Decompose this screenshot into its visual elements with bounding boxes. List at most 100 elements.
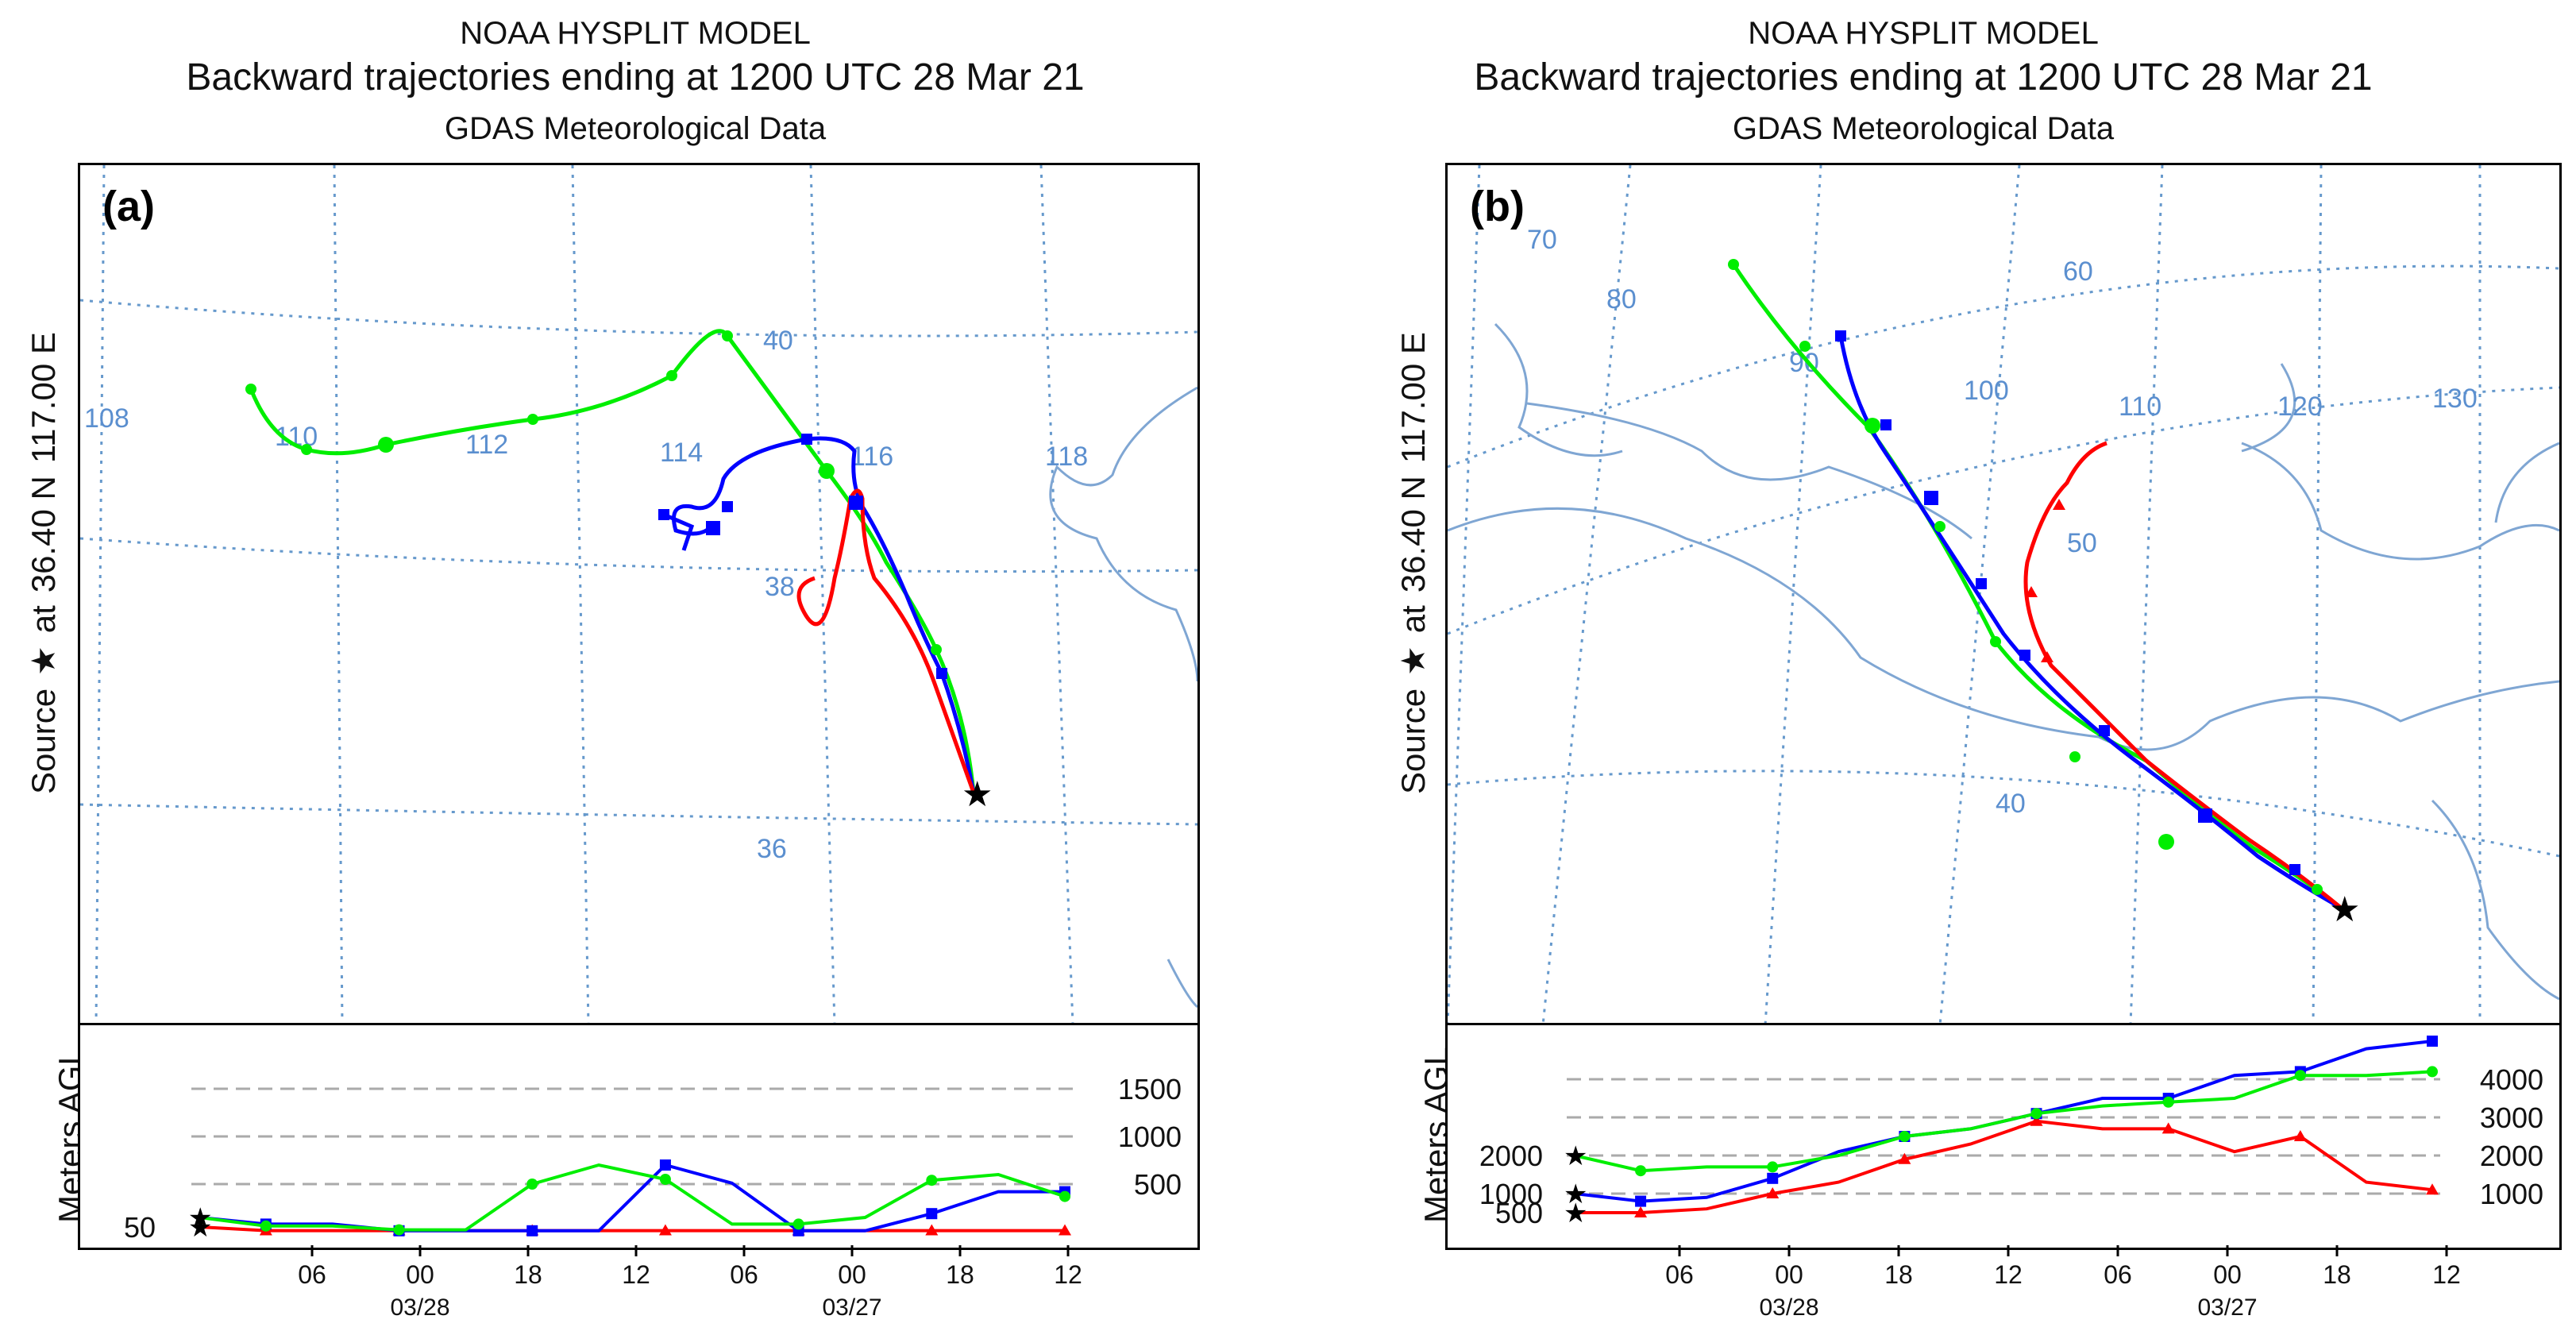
x-date-label: 03/28 (390, 1294, 449, 1321)
data-point (659, 1159, 671, 1171)
data-point (526, 1179, 538, 1190)
left-lon-label-116: 116 (850, 442, 893, 472)
series-line-red (199, 1225, 1065, 1233)
left-lon-label-112: 112 (465, 430, 508, 460)
data-point (1059, 1190, 1070, 1202)
data-point (1767, 1172, 1779, 1184)
right-traj-blue (1838, 335, 2343, 910)
height-left-tick-label: 2000 (1479, 1140, 1543, 1172)
x-tick-label: 00 (838, 1260, 866, 1289)
left-map-svg: 108 110 112 114 116 118 40 38 36 ★ (a) (80, 165, 1197, 1025)
data-point (658, 1224, 672, 1236)
data-point (2293, 1130, 2307, 1141)
x-tick-label: 18 (1884, 1260, 1913, 1289)
series-line-green (199, 1163, 1066, 1232)
x-date-label: 03/28 (1759, 1294, 1818, 1321)
right-panel-label: (b) (1470, 183, 1525, 230)
height-left-tick-label: 1000 (1479, 1178, 1543, 1210)
right-map-svg: 70 80 90 100 110 120 130 60 50 40 ★ (1448, 165, 2559, 1025)
right-title-line3: GDAS Meteorological Data (1732, 111, 2115, 146)
series-line-green (1574, 1070, 2433, 1173)
right-lat-label-60: 60 (2063, 257, 2093, 287)
x-date-label: 03/27 (822, 1294, 881, 1321)
data-point (2030, 1108, 2042, 1120)
x-tick-label: 06 (298, 1260, 326, 1289)
right-map-panel: 70 80 90 100 110 120 130 60 50 40 ★ (1445, 163, 2562, 1028)
x-tick-label: 00 (1775, 1260, 1803, 1289)
star-icon: ★ (1394, 646, 1432, 676)
x-tick-label: 12 (1994, 1260, 2023, 1289)
right-height-panel: 1000 2000 3000 4000 500 1000 2000 ★ ★ ★ (1445, 1023, 2562, 1250)
left-title-line3: GDAS Meteorological Data (444, 111, 827, 146)
right-source-star-icon: ★ (2329, 890, 2360, 929)
height-left-tick-label: 50 (124, 1211, 156, 1244)
data-point (926, 1175, 938, 1186)
source-star-icon: ★ (1564, 1198, 1587, 1229)
left-title-line2: Backward trajectories ending at 1200 UTC… (186, 56, 1085, 98)
x-tick-label: 06 (2104, 1260, 2132, 1289)
data-point (925, 1224, 939, 1236)
data-point (1634, 1206, 1648, 1217)
right-title-line2: Backward trajectories ending at 1200 UTC… (1474, 56, 2373, 98)
data-point (659, 1174, 671, 1185)
x-tick-label: 18 (514, 1260, 542, 1289)
left-panel-label: (a) (102, 183, 155, 230)
left-lat-label-36: 36 (757, 834, 787, 864)
source-star-icon: ★ (1564, 1141, 1587, 1171)
height-right-tick-label: 2000 (2480, 1140, 2543, 1172)
x-tick-label: 12 (1054, 1260, 1082, 1289)
right-lat-label-40: 40 (1996, 789, 2026, 819)
left-lon-label-118: 118 (1045, 442, 1088, 472)
series-line-red (1575, 1119, 2433, 1214)
x-date-label: 03/27 (2197, 1294, 2257, 1321)
data-point (2427, 1066, 2438, 1078)
data-point (393, 1224, 405, 1236)
right-traj-green (1731, 263, 2343, 909)
source-star-icon: ★ (188, 1203, 212, 1233)
left-map-panel: 108 110 112 114 116 118 40 38 36 ★ (a) (78, 163, 1200, 1028)
right-lat-label-50: 50 (2067, 528, 2097, 558)
height-right-tick-label: 1000 (2480, 1178, 2543, 1210)
x-tick-label: 12 (2432, 1260, 2461, 1289)
left-x-axis: 06 00 18 12 06 00 18 12 03/28 03/27 (298, 1245, 1082, 1321)
source-star-icon: ★ (1564, 1179, 1587, 1209)
right-source-label: Source★at36.40 N117.00 E (1394, 332, 1432, 794)
left-lon-label-114: 114 (660, 438, 703, 468)
series-line-blue (199, 1163, 1065, 1233)
right-lon-label-90: 90 (1789, 348, 1819, 378)
height-right-tick-label: 4000 (2480, 1063, 2543, 1096)
left-traj-green (249, 329, 976, 793)
data-point (260, 1220, 272, 1232)
data-point (526, 1225, 538, 1236)
height-left-tick-label: 500 (1495, 1197, 1543, 1229)
right-lon-label-100: 100 (1964, 376, 2009, 406)
star-icon: ★ (25, 646, 62, 676)
source-star-icon: ★ (188, 1213, 212, 1243)
right-traj-red (2023, 441, 2343, 909)
data-point (2161, 1122, 2175, 1134)
data-point (1059, 1224, 1071, 1236)
height-right-tick-label: 1000 (1118, 1121, 1182, 1153)
data-point (1766, 1187, 1780, 1198)
right-lon-label-130: 130 (2432, 384, 2478, 414)
height-right-tick-label: 3000 (2480, 1101, 2543, 1134)
right-lon-label-80: 80 (1606, 284, 1637, 314)
right-x-axis: 06 00 18 12 06 00 18 12 03/28 03/27 (1665, 1245, 2461, 1321)
x-tick-label: 12 (622, 1260, 650, 1289)
right-title-line1: NOAA HYSPLIT MODEL (1748, 16, 2099, 51)
data-point (2294, 1070, 2306, 1082)
left-source-label: Source★at36.40 N117.00 E (25, 332, 62, 794)
x-tick-label: 18 (946, 1260, 974, 1289)
x-tick-label: 06 (1665, 1260, 1694, 1289)
data-point (2427, 1036, 2438, 1047)
svg-text:(a): (a) (102, 183, 155, 230)
data-point (1899, 1131, 1911, 1142)
data-point (1635, 1165, 1647, 1177)
data-point (2162, 1096, 2174, 1108)
right-lon-label-70: 70 (1527, 225, 1557, 255)
left-lat-label-40: 40 (763, 326, 793, 356)
data-point (926, 1208, 938, 1220)
data-point (1767, 1161, 1779, 1173)
